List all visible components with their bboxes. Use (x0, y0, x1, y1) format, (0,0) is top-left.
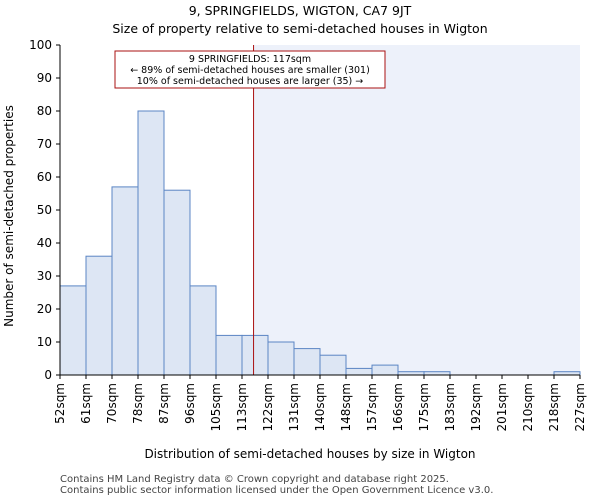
x-tick-label: 218sqm (547, 383, 561, 431)
annotation-line-3: 10% of semi-detached houses are larger (… (137, 76, 364, 87)
x-tick-label: 131sqm (287, 383, 301, 431)
x-tick-label: 70sqm (105, 383, 119, 424)
x-tick-label: 157sqm (365, 383, 379, 431)
x-tick-label: 122sqm (261, 383, 275, 431)
x-tick-label: 52sqm (53, 383, 67, 424)
histogram-bar (371, 364, 399, 376)
x-tick-label: 148sqm (339, 383, 353, 431)
y-tick-label: 40 (37, 236, 52, 250)
x-tick-label: 140sqm (313, 383, 327, 431)
x-tick-label: 166sqm (391, 383, 405, 431)
x-tick-label: 105sqm (209, 383, 223, 431)
histogram-bar (215, 334, 243, 376)
histogram-bar (267, 341, 295, 376)
x-tick-label: 78sqm (131, 383, 145, 424)
histogram-bar (189, 285, 217, 376)
annotation-line-1: 9 SPRINGFIELDS: 117sqm (189, 54, 311, 65)
x-axis-label: Distribution of semi-detached houses by … (144, 447, 475, 461)
histogram-bar (319, 354, 347, 376)
x-tick-label: 61sqm (79, 383, 93, 424)
y-axis-label: Number of semi-detached properties (2, 105, 16, 327)
y-tick-label: 20 (37, 302, 52, 316)
histogram-bar (293, 348, 321, 376)
x-tick-label: 96sqm (183, 383, 197, 424)
histogram-bar (85, 255, 113, 376)
y-tick-label: 0 (44, 368, 52, 382)
x-tick-label: 113sqm (235, 383, 249, 431)
y-tick-label: 70 (37, 137, 52, 151)
footer-licence: Contains public sector information licen… (60, 485, 494, 496)
histogram-bar (137, 110, 165, 376)
y-tick-label: 10 (37, 335, 52, 349)
x-tick-label: 183sqm (443, 383, 457, 431)
y-tick-label: 30 (37, 269, 52, 283)
annotation-line-2: ← 89% of semi-detached houses are smalle… (130, 65, 370, 76)
histogram-bar (345, 367, 373, 376)
annotation-box (114, 50, 386, 89)
histogram-bar (163, 189, 191, 376)
y-tick-label: 90 (37, 71, 52, 85)
x-tick-label: 210sqm (521, 383, 535, 431)
x-tick-label: 201sqm (495, 383, 509, 431)
y-tick-label: 80 (37, 104, 52, 118)
chart-title: 9, SPRINGFIELDS, WIGTON, CA7 9JT (188, 3, 412, 18)
y-tick-label: 60 (37, 170, 52, 184)
histogram-bar (241, 334, 269, 376)
x-tick-label: 87sqm (157, 383, 171, 424)
y-tick-label: 100 (29, 38, 52, 52)
y-tick-label: 50 (37, 203, 52, 217)
x-tick-label: 175sqm (417, 383, 431, 431)
x-tick-label: 192sqm (469, 383, 483, 431)
chart-subtitle: Size of property relative to semi-detach… (112, 21, 488, 36)
histogram-bar (59, 285, 87, 376)
histogram-bar (111, 186, 139, 376)
footer-copyright: Contains HM Land Registry data © Crown c… (60, 474, 449, 485)
x-tick-label: 227sqm (573, 383, 587, 431)
larger-region-shade (253, 45, 581, 375)
